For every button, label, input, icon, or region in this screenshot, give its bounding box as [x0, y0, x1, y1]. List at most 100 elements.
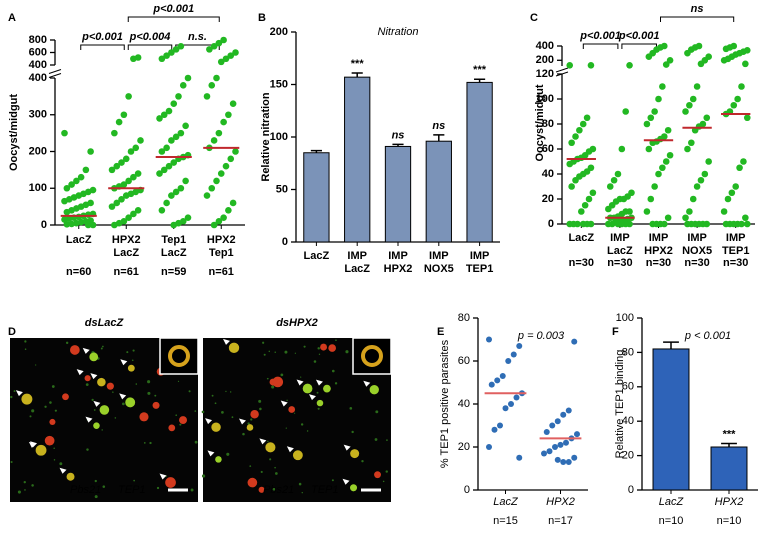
data-point [125, 214, 132, 221]
comparison-bracket [582, 43, 619, 49]
data-point [508, 401, 514, 407]
speckle [53, 459, 56, 461]
data-point [579, 120, 587, 128]
speckle [94, 495, 98, 499]
speckle [331, 369, 335, 373]
parasite [165, 477, 176, 488]
y-axis-label: % TEP1 positive parasites [439, 339, 451, 468]
parasite [211, 422, 221, 432]
error-bar [721, 442, 737, 447]
data-point [87, 148, 94, 155]
y-tick-label: 0 [41, 219, 47, 231]
speckle [179, 423, 182, 426]
speckle [221, 411, 224, 414]
data-point [184, 74, 192, 82]
parasite [49, 418, 56, 426]
data-point [488, 381, 495, 388]
panel-letter: E [437, 326, 444, 338]
y-tick-label: 80 [458, 312, 470, 324]
x-tick-label: IMP [610, 232, 630, 244]
speckle [284, 350, 288, 354]
speckle [313, 360, 317, 363]
panel-letter: F [612, 326, 619, 338]
data-point [170, 100, 178, 108]
arrowhead [238, 418, 246, 425]
parasite [93, 422, 100, 429]
y-tick-label: 40 [542, 168, 554, 180]
data-point [647, 114, 655, 122]
data-point [111, 221, 118, 229]
speckle [131, 359, 134, 362]
n-label: n=59 [161, 266, 186, 278]
y-tick-label: 150 [270, 78, 288, 90]
data-point [499, 373, 506, 380]
data-point [225, 207, 232, 214]
speckle [260, 470, 263, 474]
data-point [693, 83, 701, 90]
data-point [217, 58, 225, 66]
x-tick-label: HPX2 [715, 496, 744, 508]
comparison-label: p<0.001 [152, 3, 194, 15]
data-point [203, 192, 211, 199]
y-tick-label: 0 [282, 236, 288, 248]
data-point [655, 170, 662, 178]
arrowhead [343, 444, 351, 451]
speckle [24, 489, 26, 491]
data-point [688, 139, 695, 147]
parasite [265, 442, 276, 453]
y-tick-label: 20 [458, 441, 470, 453]
data-point [172, 46, 180, 53]
parasite [89, 352, 99, 362]
parasite [246, 424, 254, 431]
data-point [579, 220, 587, 228]
data-point [513, 394, 520, 401]
speckle [301, 491, 303, 494]
speckle [298, 482, 302, 486]
speckle [24, 348, 27, 351]
n-label: n=30 [569, 257, 594, 269]
data-point [568, 139, 575, 147]
bar [652, 348, 690, 491]
inset [352, 337, 392, 375]
speckle [242, 432, 245, 436]
data-point [73, 177, 80, 185]
data-point [215, 218, 223, 225]
data-point [682, 214, 689, 222]
data-point [572, 133, 579, 140]
speckle [225, 390, 227, 393]
speckle [317, 407, 320, 410]
y-axis-label: Relative TEP1 binding [614, 350, 626, 459]
speckle [54, 409, 57, 412]
x-tick-label: TEP1 [722, 245, 750, 257]
speckle [271, 385, 275, 389]
speckle [268, 350, 271, 353]
data-point [158, 207, 166, 214]
data-point [208, 184, 216, 192]
speckle [201, 474, 206, 478]
speckle [201, 410, 205, 414]
data-point [622, 108, 629, 115]
panel-letter: D [8, 326, 16, 338]
x-tick-label: IMP [388, 250, 408, 262]
parasite [350, 484, 358, 492]
data-point [576, 126, 583, 134]
data-point [583, 114, 591, 122]
data-point [571, 338, 578, 345]
data-point [486, 444, 492, 450]
arrowhead [205, 418, 213, 425]
y-tick-label: 600 [29, 46, 47, 58]
data-point [125, 93, 132, 100]
parasite [328, 344, 336, 352]
speckle [100, 347, 103, 350]
data-point [574, 431, 580, 438]
x-tick-label: NOX5 [424, 263, 454, 275]
arrowhead [76, 369, 84, 376]
data-point [566, 220, 574, 228]
error-bar [433, 134, 445, 142]
data-point [115, 118, 123, 126]
data-point [589, 189, 597, 197]
comparison-label: p<0.001 [81, 31, 123, 43]
data-point [494, 377, 501, 384]
speckle [374, 438, 378, 441]
speckle [231, 416, 234, 419]
